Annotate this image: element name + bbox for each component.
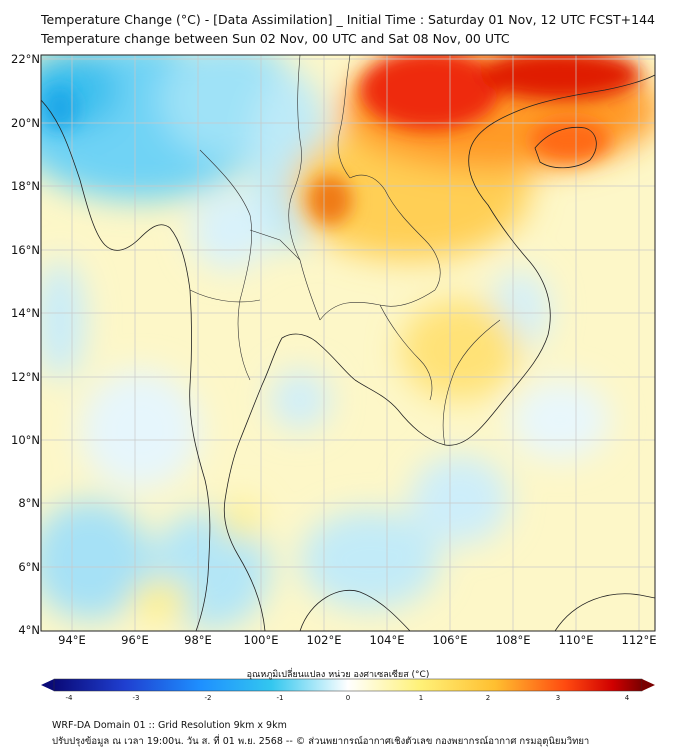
lat-label: 10°N <box>11 433 40 447</box>
map-frame <box>40 54 656 632</box>
lat-label: 8°N <box>18 496 40 510</box>
lat-label: 4°N <box>18 623 40 637</box>
lon-label: 100°E <box>243 633 279 647</box>
lon-label: 102°E <box>306 633 342 647</box>
lat-label: 6°N <box>18 560 40 574</box>
colorbar-tick: -2 <box>204 694 212 702</box>
lon-label: 98°E <box>184 633 212 647</box>
footer-model-info: WRF-DA Domain 01 :: Grid Resolution 9km … <box>52 720 287 731</box>
colorbar-tick: 4 <box>624 694 630 702</box>
footer-credit: ปรับปรุงข้อมูล ณ เวลา 19:00น. วัน ส. ที่… <box>52 736 590 747</box>
lon-label: 106°E <box>432 633 468 647</box>
borders <box>189 55 501 446</box>
colorbar-title: อุณหภูมิเปลี่ยนแปลง หน่วย องศาเซลเซียส (… <box>246 670 430 680</box>
colorbar-tick: -4 <box>65 694 73 702</box>
lon-label: 96°E <box>121 633 149 647</box>
colorbar-tick: 0 <box>345 694 351 702</box>
lat-label: 22°N <box>11 52 40 66</box>
lat-label: 16°N <box>11 243 40 257</box>
chart-title: Temperature Change (°C) - [Data Assimila… <box>41 12 656 27</box>
colorbar-tick: 2 <box>485 694 491 702</box>
colorbar <box>41 678 655 692</box>
lon-label: 110°E <box>558 633 594 647</box>
lat-label: 12°N <box>11 370 40 384</box>
lat-label: 18°N <box>11 179 40 193</box>
colorbar-tick: 3 <box>555 694 561 702</box>
colorbar-tick: -3 <box>132 694 140 702</box>
grid-lines <box>41 55 655 631</box>
lat-label: 14°N <box>11 306 40 320</box>
colorbar-tick: 1 <box>418 694 424 702</box>
lat-label: 20°N <box>11 116 40 130</box>
lon-label: 108°E <box>495 633 531 647</box>
lon-label: 94°E <box>58 633 86 647</box>
colorbar-tick: -1 <box>276 694 284 702</box>
temperature-field <box>41 55 655 631</box>
lon-label: 104°E <box>369 633 405 647</box>
colorbar-min-arrow <box>41 679 54 691</box>
lon-label: 112°E <box>621 633 657 647</box>
chart-subtitle: Temperature change between Sun 02 Nov, 0… <box>41 31 510 46</box>
coastlines <box>41 74 655 631</box>
colorbar-max-arrow <box>642 679 655 691</box>
